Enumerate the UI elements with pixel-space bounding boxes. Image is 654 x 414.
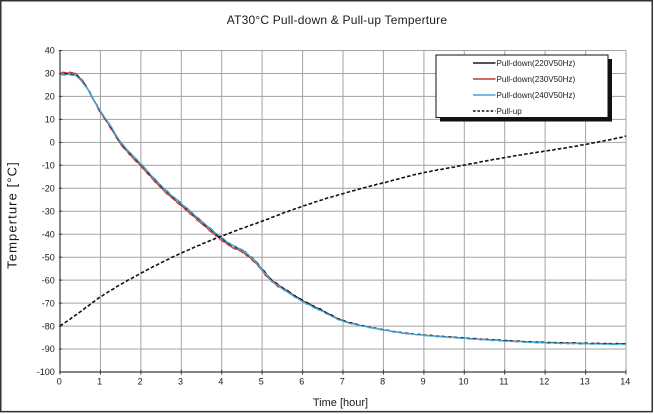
- svg-text:-20: -20: [42, 184, 55, 194]
- svg-text:2: 2: [138, 377, 143, 387]
- svg-text:5: 5: [259, 377, 264, 387]
- svg-text:-100: -100: [37, 367, 55, 377]
- svg-text:20: 20: [45, 92, 55, 102]
- svg-text:0: 0: [50, 138, 55, 148]
- svg-text:4: 4: [218, 377, 223, 387]
- svg-text:-40: -40: [42, 229, 55, 239]
- svg-text:-50: -50: [42, 252, 55, 262]
- svg-text:14: 14: [620, 377, 630, 387]
- svg-text:3: 3: [178, 377, 183, 387]
- svg-text:9: 9: [421, 377, 426, 387]
- svg-text:11: 11: [499, 377, 508, 387]
- svg-text:Pull-down(230V50Hz): Pull-down(230V50Hz): [497, 75, 576, 84]
- svg-text:Pull-up: Pull-up: [497, 107, 523, 116]
- svg-text:AT30°C Pull-down & Pull-up Tem: AT30°C Pull-down & Pull-up Temperture: [227, 13, 448, 27]
- svg-text:8: 8: [380, 377, 385, 387]
- svg-text:10: 10: [45, 115, 55, 125]
- svg-text:13: 13: [580, 377, 590, 387]
- svg-text:12: 12: [539, 377, 549, 387]
- svg-text:30: 30: [45, 69, 55, 79]
- svg-text:-90: -90: [42, 344, 55, 354]
- svg-text:-10: -10: [42, 161, 55, 171]
- svg-text:6: 6: [299, 377, 304, 387]
- svg-text:Time [hour]: Time [hour]: [313, 397, 368, 409]
- svg-text:-30: -30: [42, 206, 55, 216]
- svg-text:1: 1: [97, 377, 102, 387]
- svg-text:0: 0: [57, 377, 62, 387]
- svg-text:Pull-down(240V50Hz): Pull-down(240V50Hz): [497, 91, 576, 100]
- svg-text:Temperture [°C]: Temperture [°C]: [5, 161, 20, 269]
- svg-text:40: 40: [45, 46, 55, 56]
- svg-text:10: 10: [458, 377, 468, 387]
- svg-text:Pull-down(220V50Hz): Pull-down(220V50Hz): [497, 59, 576, 68]
- svg-text:-70: -70: [42, 298, 55, 308]
- svg-text:-60: -60: [42, 275, 55, 285]
- svg-text:-80: -80: [42, 321, 55, 331]
- svg-text:7: 7: [340, 377, 345, 387]
